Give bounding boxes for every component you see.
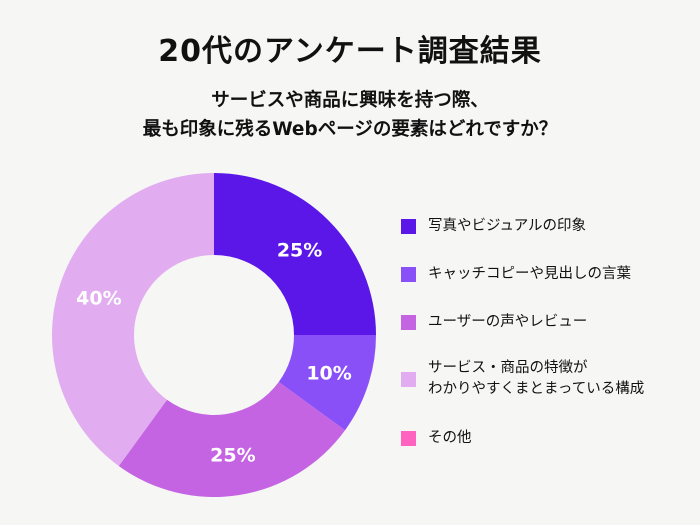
legend-label: 写真やビジュアルの印象 [428,216,586,237]
legend-label-line: その他 [428,430,472,446]
legend-item: 写真やビジュアルの印象 [401,216,586,237]
legend-label: ユーザーの声やレビュー [428,312,587,333]
legend-label-line: ユーザーの声やレビュー [428,314,588,330]
chart-subtitle: サービスや商品に興味を持つ際、 最も印象に残るWebページの要素はどれですか？ [0,86,700,144]
data-label: 40% [76,288,121,310]
legend-swatch [401,219,416,234]
data-label: 25% [277,239,322,261]
legend-item: サービス・商品の特徴がわかりやすくまとまっている構成 [401,358,644,400]
legend-label-line: サービス・商品の特徴が [428,360,588,376]
legend-item: その他 [401,428,472,449]
legend-swatch [401,267,416,282]
legend-item: ユーザーの声やレビュー [401,312,587,333]
data-label: 25% [210,445,255,467]
legend-label-line: わかりやすくまとまっている構成 [428,381,645,397]
legend-swatch [401,371,416,387]
legend-swatch [401,315,416,330]
legend-label: サービス・商品の特徴がわかりやすくまとまっている構成 [428,358,644,400]
legend-label-line: キャッチコピーや見出しの言葉 [428,266,631,282]
data-label: 10% [306,362,351,384]
legend-label-line: 写真やビジュアルの印象 [428,218,587,234]
donut-slice [278,335,376,431]
legend-label: キャッチコピーや見出しの言葉 [428,264,631,285]
subtitle-line-1: サービスや商品に興味を持つ際、 [211,90,489,111]
legend-item: キャッチコピーや見出しの言葉 [401,264,631,285]
donut-slice [214,173,376,335]
chart-title: 20代のアンケート調査結果 [158,34,542,69]
legend-label: その他 [428,428,472,449]
subtitle-line-2: 最も印象に残るWebページの要素はどれですか？ [142,119,558,140]
donut-slice [51,173,214,467]
legend-swatch [401,431,416,446]
donut-slice [118,382,346,497]
